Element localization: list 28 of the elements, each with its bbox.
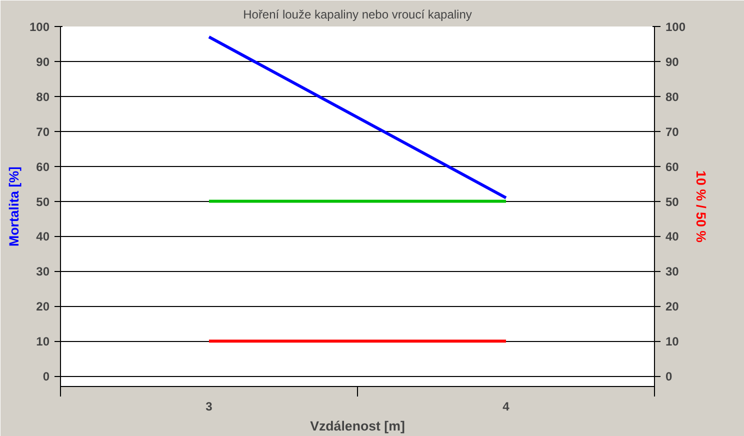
- y2-tick-label: 80: [666, 90, 680, 104]
- y-tick-label: 90: [36, 54, 50, 69]
- y-tick-label: 30: [36, 264, 50, 279]
- chart-title: Hoření louže kapaliny nebo vroucí kapaliny: [243, 8, 472, 22]
- y-tick-label: 50: [36, 194, 50, 209]
- y-tick-label: 80: [36, 90, 50, 104]
- x-tick-label: 4: [502, 400, 510, 414]
- x-tick-label: 3: [206, 400, 213, 414]
- y-tick-label: 60: [36, 160, 50, 174]
- y2-tick-label: 20: [666, 300, 680, 314]
- y2-tick-label: 30: [666, 264, 680, 279]
- y2-tick-label: 90: [666, 54, 680, 69]
- y-tick-label: 20: [36, 300, 50, 314]
- y-tick-label: 70: [36, 124, 50, 139]
- y2-tick-label: 40: [666, 230, 680, 244]
- y-tick-label: 100: [29, 20, 50, 34]
- y2-tick-label: 0: [666, 370, 672, 384]
- y2-tick-label: 50: [666, 194, 680, 209]
- y-tick-label: 0: [42, 370, 50, 384]
- y-tick-label: 40: [36, 230, 50, 244]
- y2-tick-label: 60: [666, 160, 680, 174]
- y-tick-label: 10: [36, 334, 50, 349]
- y2-axis-title: 10 % / 50 %: [694, 170, 709, 243]
- y2-tick-label: 70: [666, 124, 680, 139]
- x-axis-title: Vzdálenost [m]: [310, 418, 405, 434]
- y2-tick-label: 10: [666, 334, 680, 349]
- y2-tick-label: 100: [666, 20, 686, 34]
- y-axis-title: Mortalita [%]: [6, 166, 22, 246]
